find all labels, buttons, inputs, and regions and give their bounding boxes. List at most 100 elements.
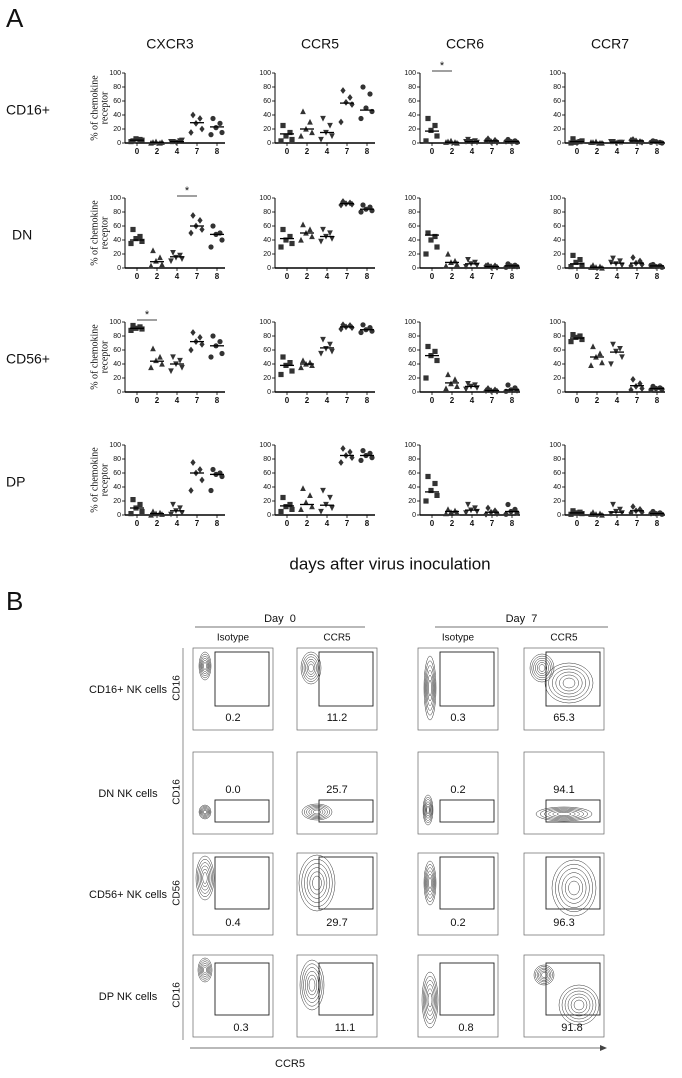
data-point [199, 341, 205, 348]
percentage: 0.2 [225, 712, 240, 724]
gate [439, 962, 495, 1016]
y-tick-label: 80 [263, 333, 271, 340]
data-point [514, 264, 520, 270]
contour [424, 660, 436, 716]
contour [425, 801, 431, 819]
data-point [423, 138, 429, 144]
x-tick-label: 7 [490, 272, 495, 281]
data-point [568, 511, 574, 517]
gate [439, 856, 495, 910]
contour [197, 859, 213, 897]
data-point [150, 508, 156, 515]
data-point [133, 136, 139, 142]
data-point [130, 226, 136, 233]
data-point [210, 223, 216, 229]
data-point [445, 371, 451, 378]
x-tick-label: 4 [175, 396, 180, 405]
data-point [360, 202, 366, 208]
column-title: CCR5 [323, 633, 351, 644]
y-tick-label: 80 [553, 84, 561, 91]
data-point [128, 240, 134, 247]
contour [548, 809, 580, 819]
y-tick-label: 100 [259, 195, 271, 202]
row-title: CD16+ [6, 102, 50, 118]
contour [535, 966, 553, 984]
data-point [150, 345, 156, 352]
data-point [190, 111, 196, 119]
x-tick-label: 8 [365, 396, 370, 405]
contour [424, 799, 432, 821]
data-point [597, 350, 603, 357]
gate [318, 799, 374, 823]
column-title: Isotype [442, 633, 475, 644]
contour [202, 660, 208, 672]
data-point [630, 254, 636, 261]
y-tick-label: 100 [404, 195, 416, 202]
data-point [298, 132, 304, 139]
column-title: CCR5 [301, 36, 339, 52]
row-title: DN [12, 227, 32, 243]
data-point [579, 511, 585, 517]
data-point [358, 457, 364, 463]
contour [425, 803, 431, 817]
data-point [157, 353, 163, 360]
percentage: 96.3 [553, 917, 574, 929]
contour [535, 660, 549, 676]
contour [562, 677, 576, 689]
plot-frame [417, 647, 499, 731]
data-point [349, 101, 355, 108]
percentage: 0.3 [233, 1022, 248, 1034]
data-point [219, 473, 225, 480]
y-tick-label: 60 [553, 98, 561, 105]
data-point [358, 209, 364, 215]
y-tick-label: 20 [263, 498, 271, 505]
contour [303, 656, 319, 680]
data-point [190, 459, 196, 466]
x-tick-label: 0 [430, 147, 435, 156]
contour [548, 665, 590, 701]
y-tick-label: 80 [408, 456, 416, 463]
data-point [445, 506, 451, 512]
percentage: 65.3 [553, 712, 574, 724]
y-tick-label: 100 [549, 319, 561, 326]
y-tick-label: 0 [267, 140, 271, 147]
y-tick-label: 80 [113, 333, 121, 340]
data-point [340, 445, 346, 452]
contour [529, 653, 555, 683]
data-point [199, 476, 205, 484]
data-point [633, 383, 639, 390]
x-tick-label: 0 [135, 147, 140, 156]
y-tick-label: 100 [549, 195, 561, 202]
contour [421, 971, 439, 1029]
data-point [630, 376, 636, 383]
x-tick-label: 0 [135, 272, 140, 281]
data-point [159, 360, 165, 367]
y-tick-label: 100 [259, 70, 271, 77]
contour [538, 664, 546, 672]
data-point [514, 139, 520, 145]
data-point [199, 226, 205, 233]
x-tick-label: 7 [490, 147, 495, 156]
data-point [177, 252, 183, 259]
contour [539, 807, 589, 821]
data-point [307, 118, 313, 125]
data-point [505, 501, 511, 508]
y-tick-label: 100 [404, 319, 416, 326]
data-point [168, 258, 174, 265]
x-tick-label: 8 [510, 147, 515, 156]
y-tick-label: 0 [267, 389, 271, 396]
data-point [329, 348, 335, 355]
y-tick-label: 20 [408, 126, 416, 133]
y-tick-label: 40 [408, 237, 416, 244]
percentage: 11.1 [335, 1022, 356, 1034]
data-point [278, 371, 284, 378]
contour [428, 877, 432, 889]
contour [303, 967, 321, 1003]
data-point [573, 139, 579, 145]
y-tick-label: 40 [408, 361, 416, 368]
data-point [177, 505, 183, 512]
plot-frame [192, 954, 274, 1038]
data-point [659, 386, 665, 392]
y-axis-title: CD16 [172, 982, 183, 1008]
data-point [318, 350, 324, 357]
